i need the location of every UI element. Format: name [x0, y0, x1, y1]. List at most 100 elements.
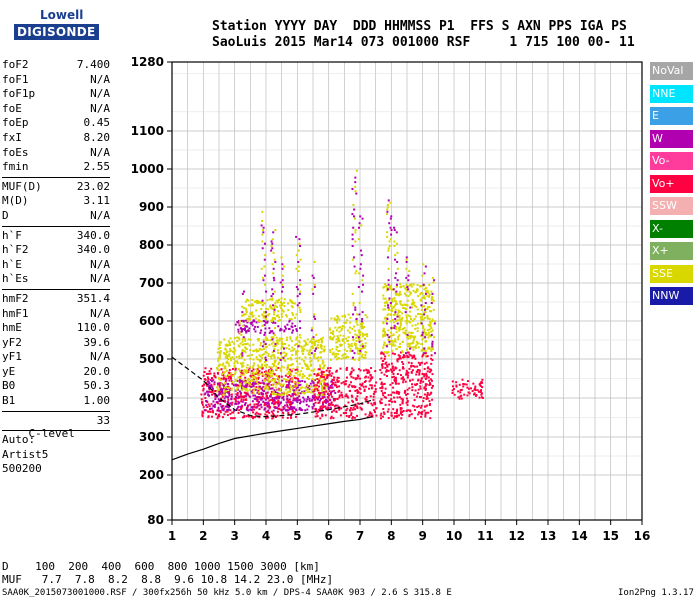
echo-point [312, 370, 315, 373]
echo-point [430, 290, 433, 293]
echo-point [397, 311, 400, 314]
echo-point [352, 406, 355, 409]
echo-point [247, 369, 250, 372]
echo-point [297, 345, 300, 348]
echo-point [342, 334, 345, 337]
echo-point [261, 345, 264, 348]
echo-point [348, 414, 351, 417]
echo-point [387, 247, 390, 250]
echo-point [237, 376, 240, 379]
echo-point [314, 398, 317, 401]
echo-point [227, 362, 230, 365]
echo-point [275, 396, 278, 399]
echo-point [461, 378, 464, 381]
echo-point [211, 387, 214, 390]
echo-point [432, 299, 435, 302]
echo-point [245, 388, 248, 391]
echo-point [423, 272, 426, 275]
echo-point [467, 387, 470, 390]
echo-point [413, 301, 416, 304]
echo-point [218, 415, 221, 418]
echo-point [279, 301, 282, 304]
echo-point [379, 414, 382, 417]
echo-point [416, 330, 419, 333]
echo-point [412, 348, 415, 351]
echo-point [429, 410, 432, 413]
echo-point [299, 408, 302, 411]
echo-point [311, 288, 314, 291]
echo-point [415, 370, 418, 373]
echo-point [239, 377, 242, 380]
echo-point [405, 401, 408, 404]
echo-point [418, 363, 421, 366]
echo-point [282, 366, 285, 369]
echo-point [288, 398, 291, 401]
separator [2, 288, 110, 290]
echo-point [264, 351, 267, 354]
echo-point [303, 380, 306, 383]
echo-point [266, 320, 269, 323]
echo-point [326, 376, 329, 379]
echo-point [241, 348, 244, 351]
echo-point [244, 384, 247, 387]
echo-point [253, 372, 256, 375]
echo-point [228, 390, 231, 393]
echo-point [402, 409, 405, 412]
echo-point [361, 335, 364, 338]
param-value: N/A [90, 306, 110, 320]
echo-point [224, 410, 227, 413]
x-tick-label: 16 [634, 529, 651, 543]
echo-point [285, 378, 288, 381]
echo-point [333, 376, 336, 379]
echo-point [258, 347, 261, 350]
auto-scaler-code: 500200 [2, 462, 42, 476]
echo-point [338, 350, 341, 353]
echo-point [295, 328, 298, 331]
echo-point [349, 407, 352, 410]
echo-point [208, 390, 211, 393]
echo-point [331, 338, 334, 341]
echo-point [423, 393, 426, 396]
echo-point [235, 402, 238, 405]
param-value: 23.02 [76, 179, 110, 193]
echo-point [425, 290, 428, 293]
echo-point [238, 409, 241, 412]
echo-point [361, 325, 364, 328]
echo-point [363, 390, 366, 393]
echo-point [284, 374, 287, 377]
echo-point [331, 383, 334, 386]
echo-point [279, 352, 282, 355]
echo-point [391, 349, 394, 352]
echo-point [206, 390, 209, 393]
echo-point [242, 290, 245, 293]
echo-point [431, 276, 434, 279]
echo-point [336, 358, 339, 361]
echo-point [224, 353, 227, 356]
echo-point [432, 308, 435, 311]
echo-point [301, 391, 304, 394]
echo-point [331, 331, 334, 334]
echo-point [431, 359, 434, 362]
echo-point [423, 349, 426, 352]
echo-point [242, 416, 245, 419]
echo-point [391, 391, 394, 394]
echo-point [224, 389, 227, 392]
echo-point [259, 359, 262, 362]
echo-point [360, 320, 363, 323]
echo-point [424, 349, 427, 352]
echo-point [391, 376, 394, 379]
echo-point [380, 352, 383, 355]
echo-point [387, 408, 390, 411]
echo-point [390, 414, 393, 417]
echo-point [405, 288, 408, 291]
echo-point [254, 394, 257, 397]
echo-point [430, 354, 433, 357]
echo-point [202, 374, 205, 377]
echo-point [288, 319, 291, 322]
echo-point [208, 386, 211, 389]
echo-point [227, 396, 230, 399]
echo-point [297, 249, 300, 252]
echo-point [351, 213, 354, 216]
echo-point [429, 322, 432, 325]
echo-point [299, 336, 302, 339]
